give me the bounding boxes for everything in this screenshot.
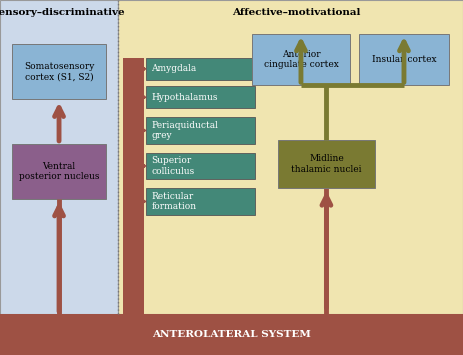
- Text: Midline
thalamic nuclei: Midline thalamic nuclei: [291, 154, 362, 174]
- Bar: [146, 153, 255, 179]
- Text: Ventral
posterior nucleus: Ventral posterior nucleus: [19, 162, 99, 181]
- Bar: [146, 58, 255, 80]
- Bar: [12, 44, 106, 99]
- Text: Reticular
formation: Reticular formation: [151, 192, 196, 211]
- Bar: [0, 0, 118, 314]
- Bar: [359, 34, 449, 85]
- Text: Insular cortex: Insular cortex: [372, 55, 436, 64]
- Bar: [12, 144, 106, 199]
- Text: ANTEROLATERAL SYSTEM: ANTEROLATERAL SYSTEM: [152, 330, 311, 339]
- Bar: [278, 140, 375, 188]
- Text: Amygdala: Amygdala: [151, 64, 197, 73]
- Text: Sensory–discriminative: Sensory–discriminative: [0, 8, 125, 17]
- Bar: [0, 314, 463, 355]
- Bar: [146, 188, 255, 215]
- Text: Affective–motivational: Affective–motivational: [232, 8, 361, 17]
- Bar: [252, 34, 350, 85]
- Text: Superior
colliculus: Superior colliculus: [151, 156, 194, 176]
- Bar: [146, 117, 255, 144]
- Bar: [118, 0, 463, 314]
- Text: Periaquiductal
grey: Periaquiductal grey: [151, 121, 218, 140]
- Text: Somatosensory
cortex (S1, S2): Somatosensory cortex (S1, S2): [24, 62, 94, 82]
- Text: Hypothalamus: Hypothalamus: [151, 93, 218, 102]
- Bar: [123, 58, 144, 314]
- Text: Anterior
cingulate cortex: Anterior cingulate cortex: [263, 50, 338, 69]
- Bar: [146, 86, 255, 108]
